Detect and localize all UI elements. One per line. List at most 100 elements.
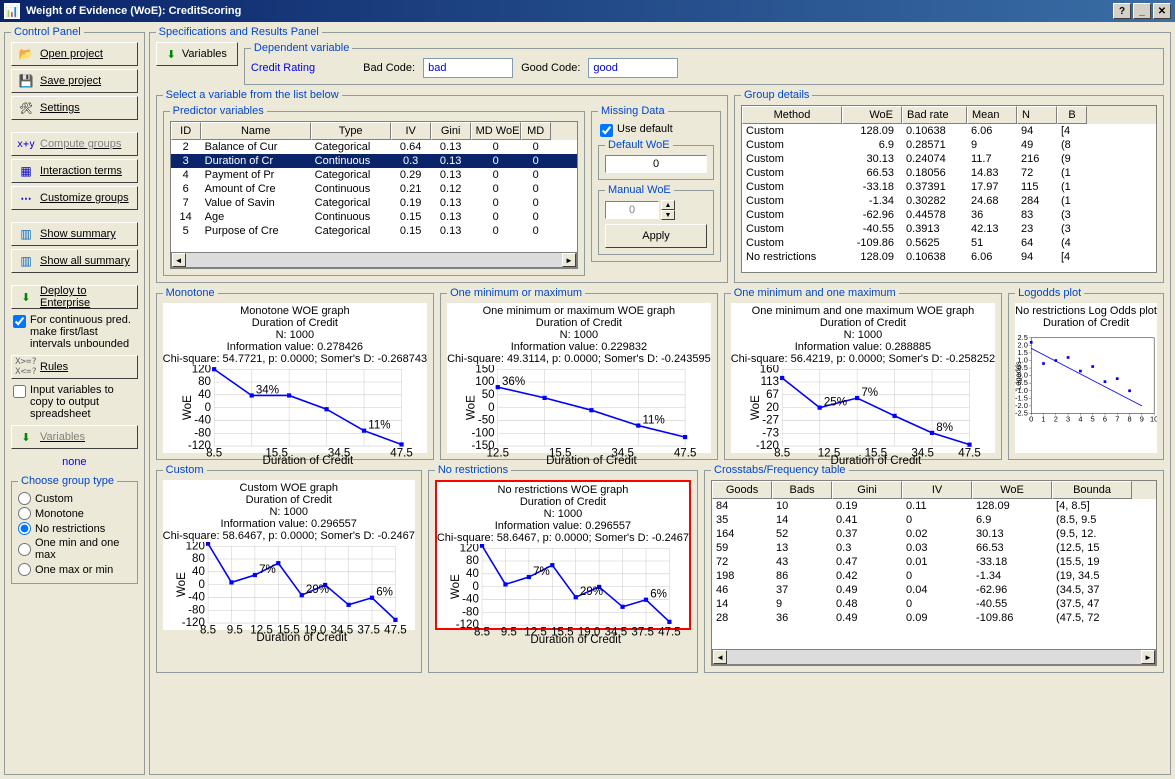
settings-button[interactable]: Settings [11, 96, 138, 120]
th-id[interactable]: ID [171, 122, 201, 140]
close-button[interactable]: ✕ [1153, 3, 1171, 19]
table-row[interactable]: Custom6.90.28571949(8 [742, 138, 1156, 152]
svg-text:WoE: WoE [176, 572, 188, 597]
predictor-hscroll[interactable]: ◄► [171, 252, 577, 268]
titlebar: 📊 Weight of Evidence (WoE): CreditScorin… [0, 0, 1175, 22]
table-row[interactable]: 84100.190.11128.09[4, 8.5] [712, 499, 1156, 513]
th-name[interactable]: Name [201, 122, 311, 140]
group-type-option[interactable]: One max or min [18, 562, 131, 577]
bad-code-input[interactable] [423, 58, 513, 78]
table-row[interactable]: Custom-1.340.3028224.68284(1 [742, 194, 1156, 208]
group-type-option[interactable]: Custom [18, 491, 131, 506]
table-row[interactable]: 198860.420-1.34(19, 34.5 [712, 569, 1156, 583]
variables-main-button[interactable]: Variables [156, 42, 238, 66]
group-details-table[interactable]: Method WoE Bad rate Mean N B Custom128.0… [741, 105, 1157, 273]
svg-text:25%: 25% [824, 397, 847, 409]
rules-button[interactable]: X>=?X<=?Rules [11, 355, 138, 379]
svg-text:WoE: WoE [750, 395, 762, 420]
svg-text:Logodds: Logodds [1015, 361, 1022, 390]
norestr-chart[interactable]: No restrictions No restrictions WOE grap… [428, 464, 698, 673]
open-project-button[interactable]: Open project [11, 42, 138, 66]
group-type-radio[interactable] [18, 543, 31, 556]
use-default-checkbox[interactable] [600, 124, 613, 137]
table-row[interactable]: No restrictions128.090.106386.0694[4 [742, 250, 1156, 264]
svg-text:1: 1 [1042, 415, 1046, 424]
unbounded-checkbox[interactable] [13, 315, 26, 328]
app-icon: 📊 [4, 3, 20, 19]
th-gini[interactable]: Gini [431, 122, 471, 140]
table-row[interactable]: Custom-33.180.3739117.97115(1 [742, 180, 1156, 194]
th-mdwoe[interactable]: MD WoE [471, 122, 521, 140]
group-type-radio[interactable] [18, 563, 31, 576]
table-row[interactable]: 3Duration of CrContinuous0.30.1300 [171, 154, 577, 168]
group-type-option[interactable]: Monotone [18, 506, 131, 521]
crosstabs-table[interactable]: Goods Bads Gini IV WoE Bounda 84100.190.… [711, 480, 1157, 666]
th-iv[interactable]: IV [391, 122, 431, 140]
help-button[interactable]: ? [1113, 3, 1131, 19]
svg-text:120: 120 [459, 544, 478, 554]
variables-button[interactable]: Variables [11, 425, 138, 449]
table-row[interactable]: 6Amount of CreContinuous0.210.1200 [171, 182, 577, 196]
table-row[interactable]: 7Value of SavinCategorical0.190.1300 [171, 196, 577, 210]
custom-chart[interactable]: Custom Custom WOE graphDuration of Credi… [156, 464, 422, 673]
table-row[interactable]: 46370.490.04-62.96(34.5, 37 [712, 583, 1156, 597]
apply-button[interactable]: Apply [605, 224, 707, 248]
table-row[interactable]: Custom30.130.2407411.7216(9 [742, 152, 1156, 166]
good-code-input[interactable] [588, 58, 678, 78]
table-row[interactable]: 72430.470.01-33.18(15.5, 19 [712, 555, 1156, 569]
group-type-radio[interactable] [18, 492, 31, 505]
disk-icon [18, 74, 34, 88]
th-type[interactable]: Type [311, 122, 391, 140]
one-and-one-chart[interactable]: One minimum and one maximum One minimum … [724, 287, 1002, 460]
table-row[interactable]: 164520.370.0230.13(9.5, 12. [712, 527, 1156, 541]
deploy-button[interactable]: Deploy to Enterprise [11, 285, 138, 309]
unbounded-checkbox-row[interactable]: For continuous pred. make first/last int… [11, 312, 138, 352]
table-row[interactable]: 4Payment of PrCategorical0.290.1300 [171, 168, 577, 182]
svg-text:47.5: 47.5 [384, 625, 407, 637]
table-row[interactable]: 2Balance of CurCategorical0.640.1300 [171, 140, 577, 154]
minimize-button[interactable]: _ [1133, 3, 1151, 19]
predictor-table[interactable]: ID Name Type IV Gini MD WoE MD 2Balance … [170, 121, 578, 269]
table-row[interactable]: Custom66.530.1805614.8372(1 [742, 166, 1156, 180]
crosstabs-hscroll[interactable]: ◄► [712, 649, 1156, 665]
table-row[interactable]: Custom128.090.106386.0694[4 [742, 124, 1156, 138]
show-summary-button[interactable]: Show summary [11, 222, 138, 246]
table-row[interactable]: 14AgeContinuous0.150.1300 [171, 210, 577, 224]
group-type-radio[interactable] [18, 507, 31, 520]
table-row[interactable]: Custom-40.550.391342.1323(3 [742, 222, 1156, 236]
one-minmax-chart[interactable]: One minimum or maximum One minimum or ma… [440, 287, 718, 460]
table-row[interactable]: 28360.490.09-109.86(47.5, 72 [712, 611, 1156, 625]
svg-text:10: 10 [1150, 415, 1157, 424]
svg-text:8.5: 8.5 [200, 625, 216, 637]
use-default-row[interactable]: Use default [598, 121, 714, 139]
table-row[interactable]: 5Purpose of CreCategorical0.150.1300 [171, 224, 577, 238]
table-row[interactable]: 35140.4106.9(8.5, 9.5 [712, 513, 1156, 527]
group-type-radio[interactable] [18, 522, 31, 535]
table-row[interactable]: Custom-62.960.445783683(3 [742, 208, 1156, 222]
spin-down[interactable]: ▼ [661, 210, 675, 220]
logodds-chart[interactable]: Logodds plot No restrictions Log Odds pl… [1008, 287, 1164, 460]
group-type-option[interactable]: No restrictions [18, 521, 131, 536]
save-project-button[interactable]: Save project [11, 69, 138, 93]
interaction-terms-button[interactable]: Interaction terms [11, 159, 138, 183]
spin-up[interactable]: ▲ [661, 200, 675, 210]
svg-text:0: 0 [472, 581, 478, 593]
th-md[interactable]: MD [521, 122, 551, 140]
compute-groups-button[interactable]: x+yCompute groups [11, 132, 138, 156]
customize-groups-button[interactable]: Customize groups [11, 186, 138, 210]
group-type-option[interactable]: One min and one max [18, 536, 131, 562]
manual-woe-spinner[interactable]: 0 ▲▼ [605, 200, 707, 220]
show-all-summary-button[interactable]: Show all summary [11, 249, 138, 273]
table-row[interactable]: 59130.30.0366.53(12.5, 15 [712, 541, 1156, 555]
chart-svg: 150100500-50-100-15036%11%12.515.534.547… [447, 365, 711, 465]
none-link[interactable]: none [11, 452, 138, 472]
copy-checkbox-row[interactable]: Input variables to copy to output spread… [11, 382, 138, 422]
table-row[interactable]: Custom-109.860.56255164(4 [742, 236, 1156, 250]
copy-checkbox[interactable] [13, 385, 26, 398]
table-row[interactable]: 1490.480-40.55(37.5, 47 [712, 597, 1156, 611]
svg-text:8.5: 8.5 [206, 448, 222, 460]
predictor-legend: Predictor variables [170, 105, 267, 117]
monotone-chart[interactable]: Monotone Monotone WOE graphDuration of C… [156, 287, 434, 460]
control-panel-legend: Control Panel [11, 26, 84, 38]
svg-text:-40: -40 [194, 415, 211, 427]
